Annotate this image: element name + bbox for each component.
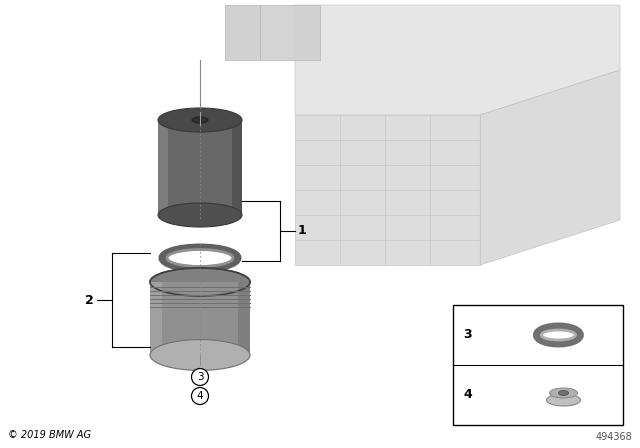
Ellipse shape xyxy=(158,203,242,227)
Bar xyxy=(453,305,623,425)
Bar xyxy=(158,120,242,215)
Polygon shape xyxy=(260,5,320,60)
Text: 4: 4 xyxy=(196,391,204,401)
Text: 2: 2 xyxy=(85,293,94,306)
Circle shape xyxy=(191,388,209,405)
Ellipse shape xyxy=(150,340,250,370)
Circle shape xyxy=(191,369,209,385)
Ellipse shape xyxy=(550,388,577,398)
Ellipse shape xyxy=(150,268,250,296)
Bar xyxy=(238,282,250,355)
Text: 4: 4 xyxy=(463,388,472,401)
Text: © 2019 BMW AG: © 2019 BMW AG xyxy=(8,430,91,440)
Text: 1: 1 xyxy=(298,224,307,237)
Text: 494368: 494368 xyxy=(595,432,632,442)
Polygon shape xyxy=(295,115,480,265)
Ellipse shape xyxy=(158,108,242,132)
Ellipse shape xyxy=(192,117,208,123)
Ellipse shape xyxy=(559,391,568,396)
Bar xyxy=(150,282,250,355)
Text: 3: 3 xyxy=(463,328,472,341)
Polygon shape xyxy=(225,5,260,60)
Polygon shape xyxy=(295,5,620,115)
Bar xyxy=(232,120,242,215)
Bar xyxy=(150,282,162,355)
Polygon shape xyxy=(480,70,620,265)
Ellipse shape xyxy=(547,394,580,406)
Text: 3: 3 xyxy=(196,372,204,382)
Bar xyxy=(158,120,168,215)
